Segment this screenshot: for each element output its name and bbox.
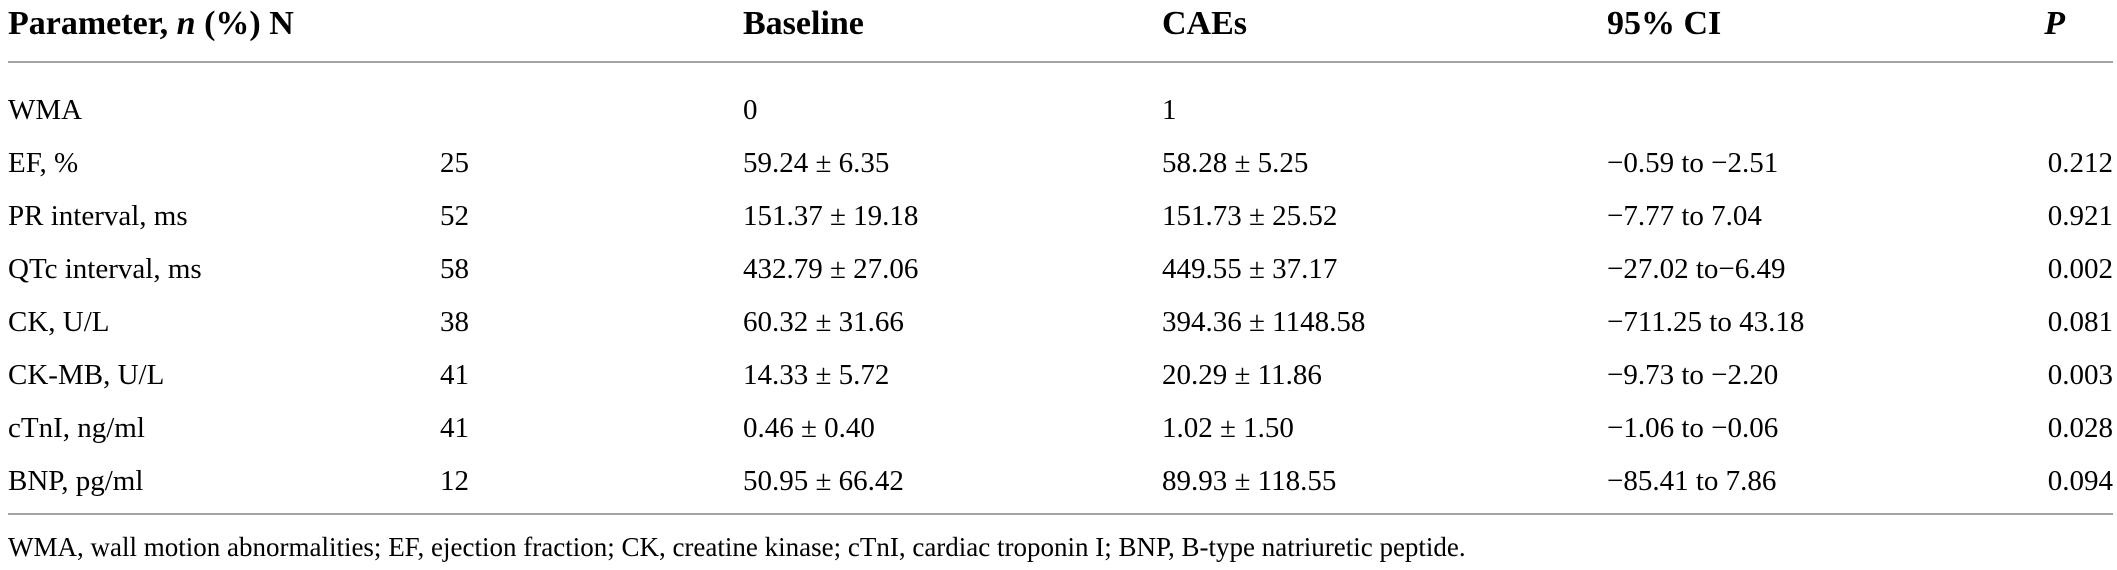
header-parameter-post: (%) N [195, 5, 294, 42]
cell-n: 38 [440, 306, 469, 338]
table-row-bnp: BNP, pg/ml 12 50.95 ± 66.42 89.93 ± 118.… [8, 455, 2113, 508]
cell-parameter: QTc interval, ms [8, 253, 202, 285]
cell-n: 12 [440, 465, 469, 497]
cell-ci: −711.25 to 43.18 [1607, 306, 1805, 338]
cell-baseline: 0.46 ± 0.40 [743, 412, 875, 444]
cell-caes: 58.28 ± 5.25 [1162, 147, 1309, 179]
cell-caes: 20.29 ± 11.86 [1162, 359, 1322, 391]
cell-p: 0.094 [2047, 465, 2113, 497]
cell-parameter: EF, % [8, 147, 79, 179]
cell-ci: −7.77 to 7.04 [1607, 200, 1762, 232]
cell-parameter: CK, U/L [8, 306, 110, 338]
table-row-qtc-interval: QTc interval, ms 58 432.79 ± 27.06 449.5… [8, 243, 2113, 296]
cell-ci: −1.06 to −0.06 [1607, 412, 1779, 444]
cell-caes: 449.55 ± 37.17 [1162, 253, 1338, 285]
cell-p: 0.921 [2047, 200, 2113, 232]
cell-baseline: 0 [743, 94, 758, 126]
cell-ci: −0.59 to −2.51 [1607, 147, 1779, 179]
table-row-ef: EF, % 25 59.24 ± 6.35 58.28 ± 5.25 −0.59… [8, 137, 2113, 190]
header-baseline: Baseline [743, 5, 864, 42]
cell-p: 0.002 [2047, 253, 2113, 285]
header-parameter-pre: Parameter, [8, 5, 177, 42]
cell-caes: 89.93 ± 118.55 [1162, 465, 1337, 497]
cell-n: 41 [440, 359, 469, 391]
table-row-pr-interval: PR interval, ms 52 151.37 ± 19.18 151.73… [8, 190, 2113, 243]
table-body: WMA 0 1 EF, % 25 59.24 ± 6.35 58.28 ± 5.… [8, 63, 2113, 515]
cell-baseline: 151.37 ± 19.18 [743, 200, 919, 232]
cell-ci: −85.41 to 7.86 [1607, 465, 1777, 497]
header-parameter-n-italic: n [176, 5, 196, 42]
cell-caes: 1 [1162, 94, 1177, 126]
cell-parameter: WMA [8, 94, 83, 126]
cell-caes: 151.73 ± 25.52 [1162, 200, 1338, 232]
cell-parameter: BNP, pg/ml [8, 465, 144, 497]
cell-parameter: cTnI, ng/ml [8, 412, 145, 444]
table-row-ck-mb: CK-MB, U/L 41 14.33 ± 5.72 20.29 ± 11.86… [8, 349, 2113, 402]
cell-parameter: CK-MB, U/L [8, 359, 165, 391]
cell-p: 0.028 [2047, 412, 2113, 444]
cell-baseline: 14.33 ± 5.72 [743, 359, 890, 391]
cell-ci: −9.73 to −2.20 [1607, 359, 1779, 391]
cell-n: 41 [440, 412, 469, 444]
table-header-row: Parameter, n (%) N Baseline CAEs 95% CI … [8, 0, 2113, 63]
cell-p: 0.003 [2047, 359, 2113, 391]
header-parameter: Parameter, n (%) N [8, 4, 440, 45]
cell-p: 0.081 [2047, 306, 2113, 338]
table-footnote: WMA, wall motion abnormalities; EF, ejec… [8, 532, 1466, 562]
header-caes: CAEs [1162, 5, 1248, 42]
cell-ci: −27.02 to−6.49 [1607, 253, 1786, 285]
table-row-ck: CK, U/L 38 60.32 ± 31.66 394.36 ± 1148.5… [8, 296, 2113, 349]
cell-p: 0.212 [2047, 147, 2113, 179]
header-ci: 95% CI [1607, 5, 1722, 42]
cell-parameter: PR interval, ms [8, 200, 188, 232]
cell-baseline: 50.95 ± 66.42 [743, 465, 904, 497]
table-row-ctni: cTnI, ng/ml 41 0.46 ± 0.40 1.02 ± 1.50 −… [8, 402, 2113, 455]
header-p: P [2044, 5, 2065, 42]
cell-n: 52 [440, 200, 469, 232]
cell-n: 58 [440, 253, 469, 285]
cell-baseline: 60.32 ± 31.66 [743, 306, 904, 338]
cell-baseline: 59.24 ± 6.35 [743, 147, 890, 179]
cell-caes: 394.36 ± 1148.58 [1162, 306, 1366, 338]
cell-n: 25 [440, 147, 469, 179]
table-row-wma: WMA 0 1 [8, 84, 2113, 137]
cell-baseline: 432.79 ± 27.06 [743, 253, 919, 285]
cell-caes: 1.02 ± 1.50 [1162, 412, 1294, 444]
